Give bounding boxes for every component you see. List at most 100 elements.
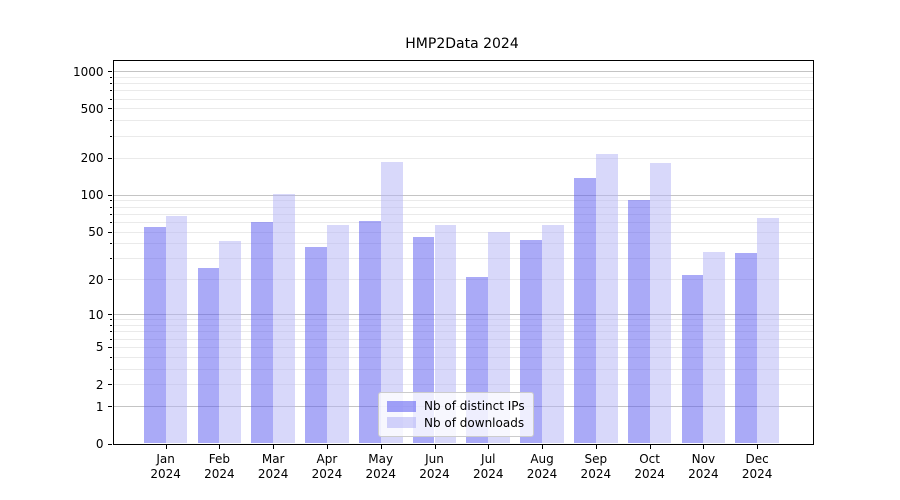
y-tick-label: 10 (88, 307, 104, 322)
minor-gridline (112, 108, 813, 110)
major-gridline (112, 314, 813, 316)
y-minor-tick-mark (110, 76, 112, 78)
x-tick-month: Feb (208, 451, 230, 466)
y-minor-tick-mark (110, 213, 112, 215)
x-tick-year: 2024 (365, 467, 396, 481)
x-tick-month: Jun (425, 451, 444, 466)
x-tick-year: 2024 (311, 467, 343, 481)
legend-label-ips: Nb of distinct IPs (424, 399, 525, 414)
x-tick-label: Aug 2024 (527, 452, 558, 483)
bar-downloads (488, 231, 511, 444)
bar-ips (412, 237, 435, 444)
x-tick-year: 2024 (150, 467, 181, 481)
major-gridline (112, 71, 813, 73)
x-tick-mark (488, 444, 490, 449)
x-tick-mark (649, 444, 651, 449)
minor-gridline (112, 319, 813, 321)
minor-gridline (112, 356, 813, 358)
bar-ips (735, 253, 758, 444)
x-tick-month: Apr (316, 451, 338, 466)
x-tick-mark (165, 444, 167, 449)
x-tick-year: 2024 (257, 467, 289, 481)
y-tick-mark (108, 406, 112, 408)
y-minor-tick-mark (110, 258, 112, 260)
x-tick-label: Oct 2024 (634, 452, 665, 483)
bar-ips (251, 221, 274, 444)
y-minor-tick-mark (110, 83, 112, 85)
x-tick-mark (757, 444, 759, 449)
y-tick-mark (108, 71, 112, 73)
legend-row-downloads: Nb of downloads (387, 416, 525, 430)
x-tick-year: 2024 (526, 467, 558, 481)
x-tick-mark (326, 444, 328, 449)
x-tick-year: 2024 (741, 467, 773, 481)
minor-gridline (112, 221, 813, 223)
y-minor-tick-mark (110, 243, 112, 245)
x-tick-year: 2024 (472, 467, 504, 481)
bar-downloads (703, 251, 726, 444)
x-tick-mark (542, 444, 544, 449)
bar-downloads (649, 163, 672, 444)
minor-gridline (112, 368, 813, 370)
y-tick-label: 100 (80, 188, 104, 203)
y-minor-tick-mark (110, 368, 112, 370)
y-tick-mark (108, 443, 112, 445)
x-tick-mark (703, 444, 705, 449)
legend-swatch-ips (387, 400, 416, 412)
y-minor-tick-mark (110, 135, 112, 137)
y-tick-mark (108, 314, 112, 316)
bar-downloads (165, 216, 188, 444)
x-tick-mark (434, 444, 436, 449)
bar-downloads (273, 193, 295, 444)
y-minor-tick-mark (110, 331, 112, 333)
minor-gridline (112, 331, 813, 333)
minor-gridline (112, 279, 813, 281)
minor-gridline (112, 120, 813, 122)
x-tick-year: 2024 (580, 467, 612, 481)
x-tick-label: Dec 2024 (742, 452, 773, 483)
x-tick-label: Feb 2024 (204, 452, 235, 483)
minor-gridline (112, 338, 813, 340)
bar-ips (143, 226, 166, 444)
x-tick-label: Mar 2024 (258, 452, 289, 483)
x-tick-label: Jan 2024 (150, 452, 181, 483)
y-minor-tick-mark (110, 231, 112, 233)
bar-ips (197, 267, 220, 444)
x-tick-label: May 2024 (365, 452, 396, 483)
minor-gridline (112, 206, 813, 208)
minor-gridline (112, 243, 813, 245)
y-minor-tick-mark (110, 319, 112, 321)
x-tick-mark (595, 444, 597, 449)
x-tick-month: Mar (261, 451, 285, 466)
bar-ips (574, 177, 596, 444)
y-minor-tick-mark (110, 221, 112, 223)
y-minor-tick-mark (110, 325, 112, 327)
minor-gridline (112, 384, 813, 386)
bar-ips (305, 247, 327, 444)
y-tick-label: 1000 (72, 64, 104, 79)
bar-downloads (757, 217, 779, 444)
y-tick-label: 0 (95, 437, 104, 451)
minor-gridline (112, 231, 813, 233)
bar-downloads (219, 240, 242, 444)
legend-row-ips: Nb of distinct IPs (387, 399, 525, 413)
x-tick-label: Jul 2024 (473, 452, 504, 483)
x-tick-label: Apr 2024 (312, 452, 343, 483)
x-tick-mark (219, 444, 221, 449)
legend-swatch-downloads (387, 417, 416, 429)
major-gridline (112, 194, 813, 196)
y-minor-tick-mark (110, 346, 112, 348)
left-spine (112, 59, 114, 445)
x-tick-mark (380, 444, 382, 449)
minor-gridline (112, 76, 813, 78)
y-minor-tick-mark (110, 279, 112, 281)
x-tick-month: Nov (691, 451, 716, 466)
x-tick-month: Dec (745, 451, 769, 466)
x-tick-label: Jun 2024 (419, 452, 450, 483)
y-minor-tick-mark (110, 98, 112, 100)
y-minor-tick-mark (110, 200, 112, 202)
chart-title: HMP2Data 2024 (405, 36, 519, 52)
x-tick-month: Sep (584, 451, 608, 466)
minor-gridline (112, 98, 813, 100)
